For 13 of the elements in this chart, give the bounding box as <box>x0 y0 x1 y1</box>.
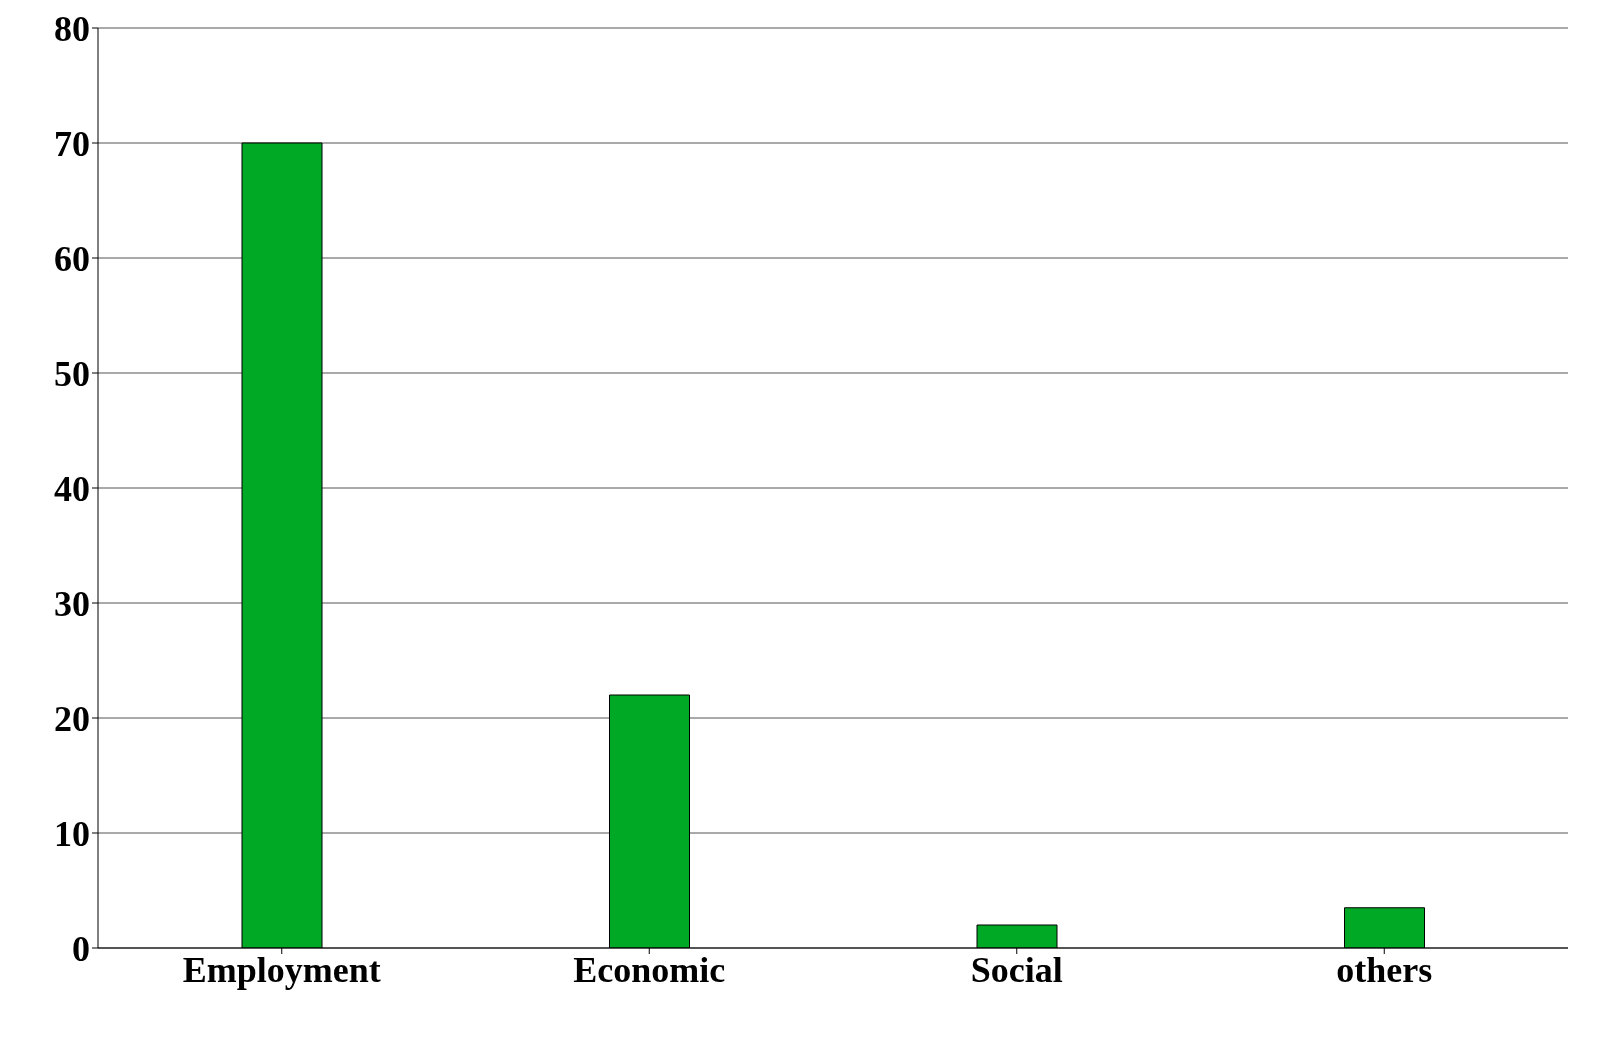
y-tick-label: 80 <box>54 8 90 49</box>
y-tick-label: 10 <box>54 813 90 854</box>
y-tick-label: 20 <box>54 698 90 739</box>
y-tick-label: 40 <box>54 468 90 509</box>
x-tick-label: Social <box>970 949 1063 990</box>
y-tick-label: 70 <box>54 123 90 164</box>
x-tick-label: Employment <box>182 949 381 990</box>
x-tick-label: others <box>1336 949 1433 990</box>
y-tick-label: 30 <box>54 583 90 624</box>
y-tick-label: 0 <box>72 928 90 969</box>
x-tick-label: Economic <box>573 949 726 990</box>
y-tick-label: 50 <box>54 353 90 394</box>
y-tick-label: 60 <box>54 238 90 279</box>
